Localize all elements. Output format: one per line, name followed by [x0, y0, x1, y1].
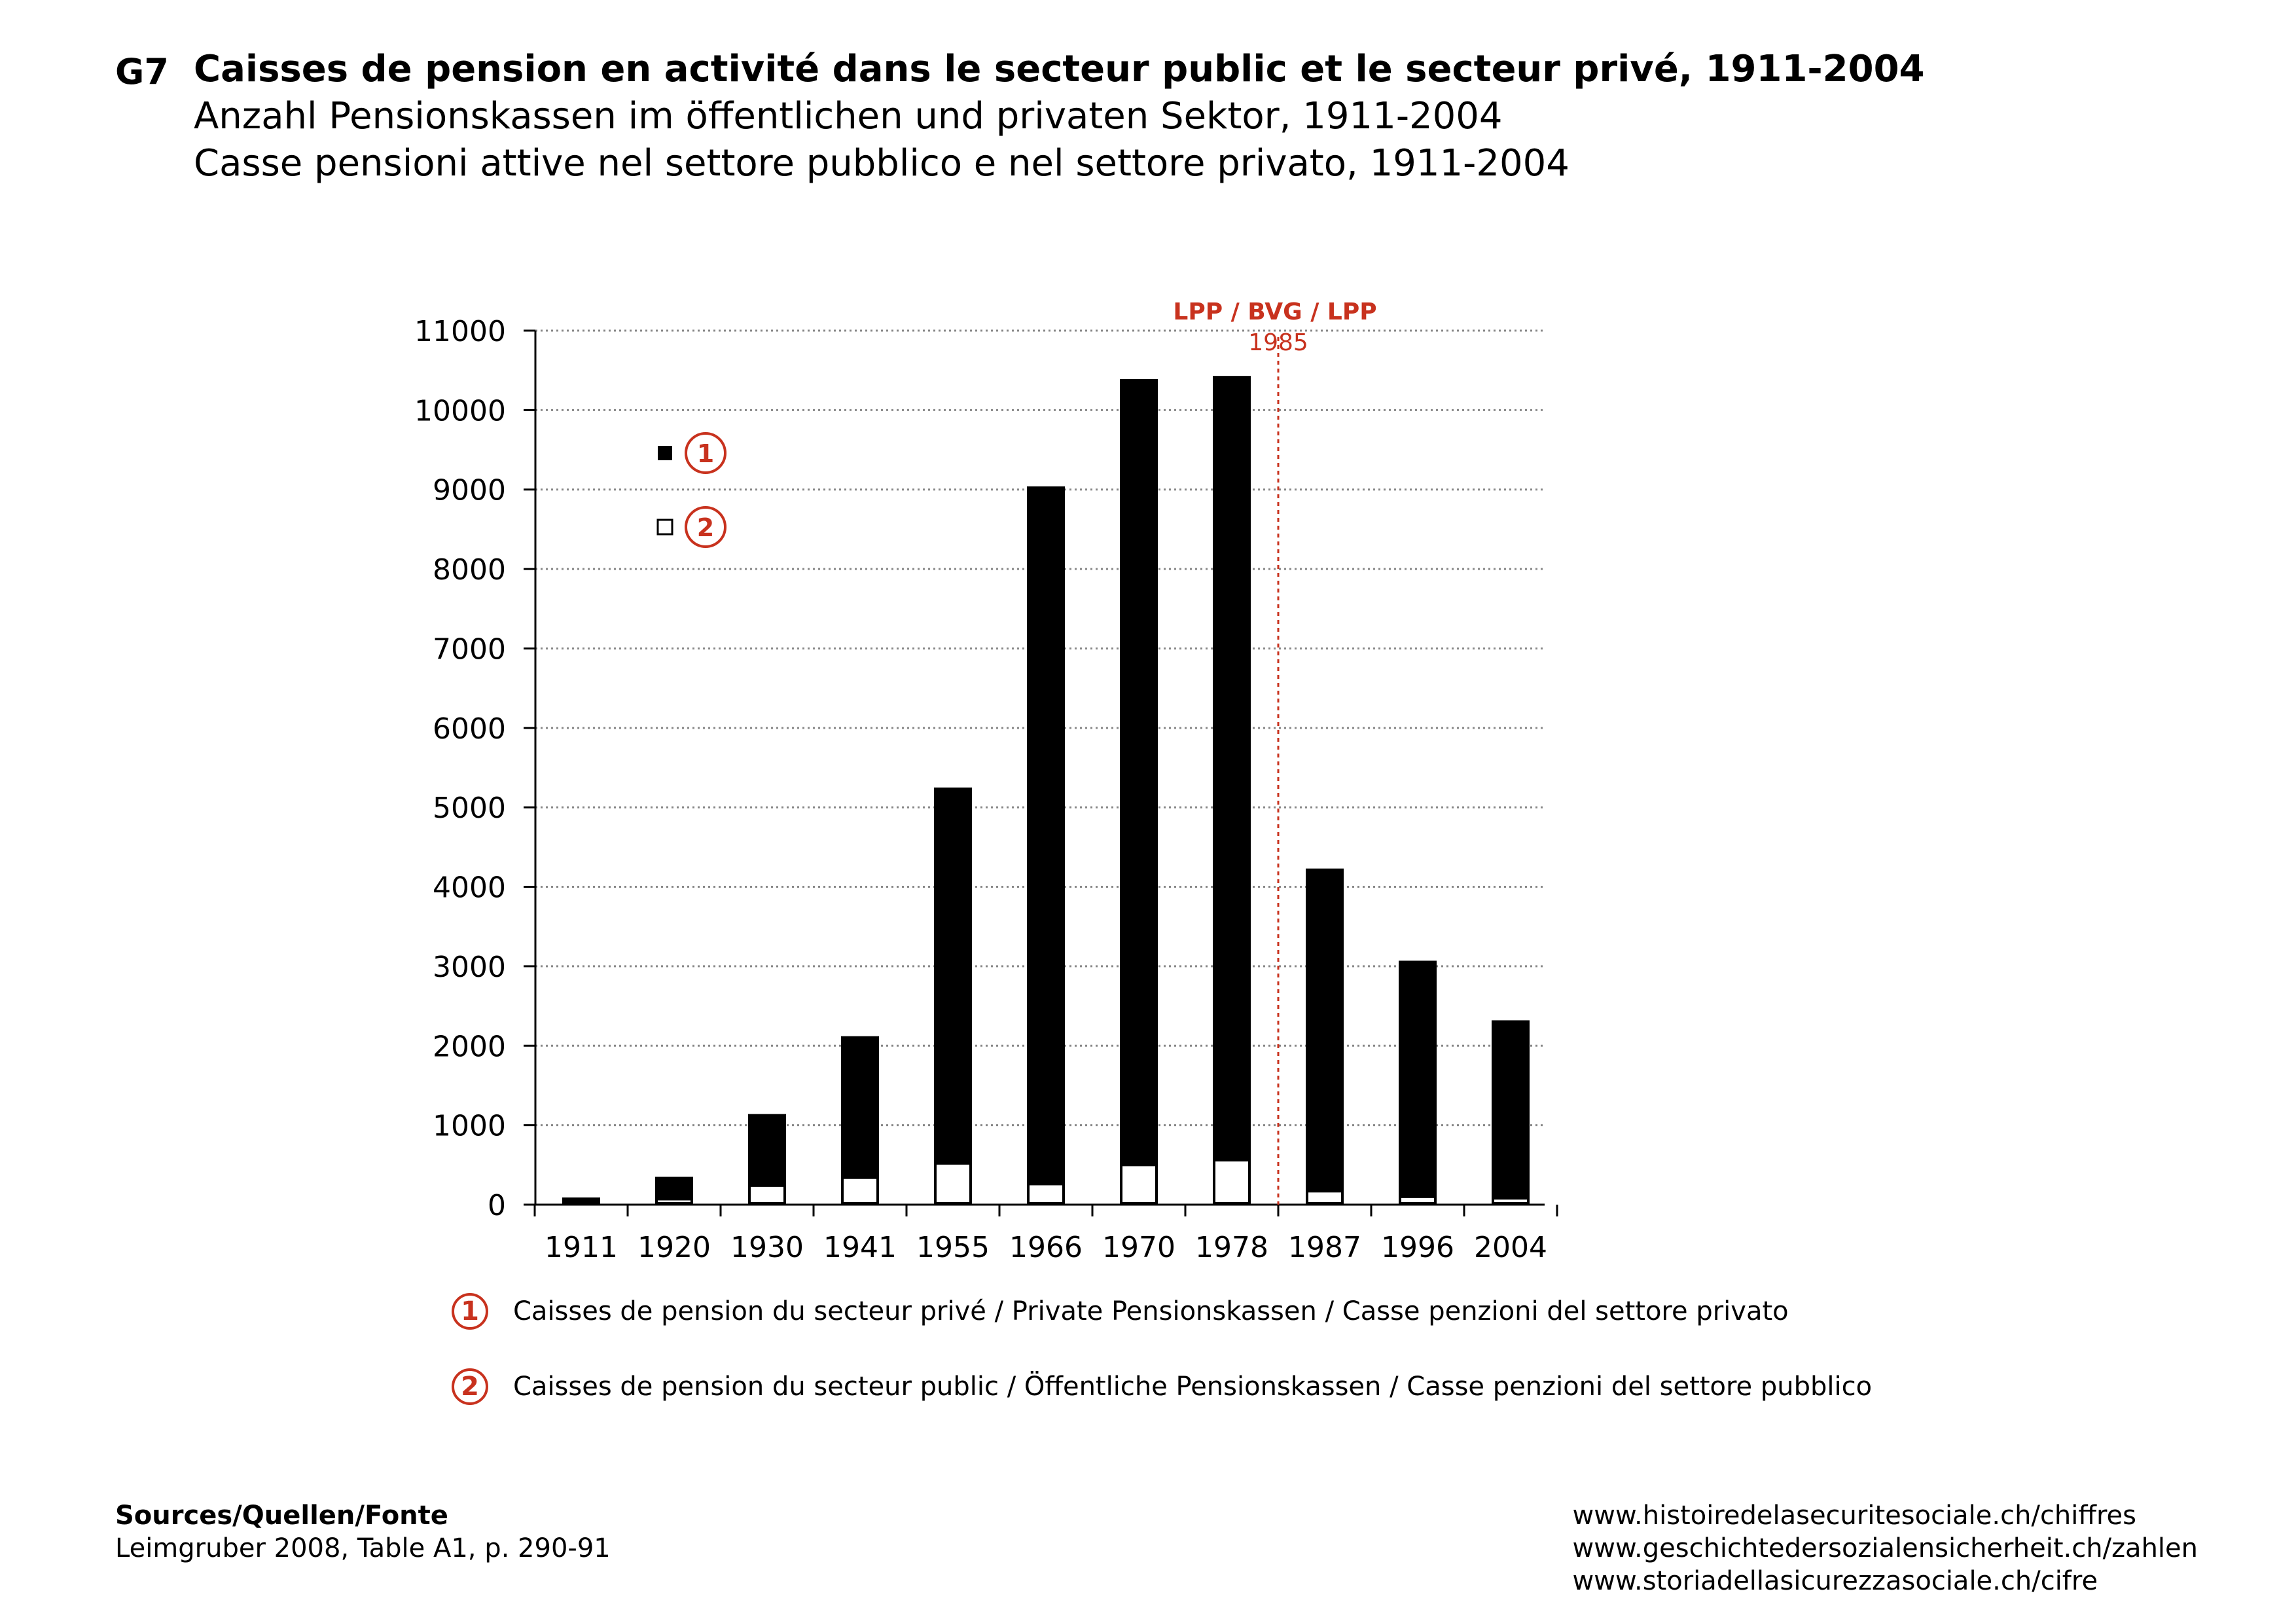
legend-badge-circle-private — [685, 432, 726, 474]
title-french: Caisses de pension en activité dans le s… — [194, 48, 1925, 90]
legend-label-public: Caisses de pension du secteur public / Ö… — [513, 1372, 1873, 1402]
sources: Sources/Quellen/Fonte Leimgruber 2008, T… — [115, 1499, 611, 1565]
y-tick-label: 1000 — [433, 1110, 506, 1143]
bar-private — [1399, 960, 1437, 1197]
y-tick-label: 10000 — [414, 394, 506, 428]
x-tick-label: 1930 — [730, 1231, 804, 1264]
bar-private — [748, 1114, 786, 1186]
x-tick-label: 1941 — [823, 1231, 897, 1264]
bar-public — [1213, 1159, 1251, 1205]
x-tick-label: 1978 — [1195, 1231, 1268, 1264]
link-german[interactable]: www.geschichtedersozialensicherheit.ch/z… — [1572, 1533, 2198, 1563]
legend-swatch-public — [656, 519, 673, 536]
y-tick-label: 11000 — [414, 315, 506, 348]
bar-public — [748, 1184, 786, 1205]
bar-private — [934, 787, 972, 1163]
bar-private — [562, 1197, 600, 1202]
y-tick-label: 9000 — [433, 474, 506, 507]
legend-item-public: 2 Caisses de pension du secteur public /… — [452, 1368, 1872, 1405]
bar-private — [655, 1176, 693, 1199]
bar-public — [1399, 1195, 1437, 1205]
bar-public — [841, 1176, 879, 1205]
bar-public — [1306, 1190, 1344, 1205]
bar-private — [1120, 379, 1158, 1165]
links: www.histoiredelasecuritesociale.ch/chiff… — [1573, 1499, 2198, 1597]
y-tick-label: 3000 — [433, 951, 506, 984]
x-tick-label: 1966 — [1009, 1231, 1083, 1264]
figure-titles: Caisses de pension en activité dans le s… — [194, 46, 2092, 187]
legend-badge-number-public: 2 — [697, 513, 714, 542]
legend-item-private: 1 Caisses de pension du secteur privé / … — [452, 1293, 1789, 1330]
bar-private — [1306, 868, 1344, 1192]
bar-public — [934, 1161, 972, 1205]
legend-label-private: Caisses de pension du secteur privé / Pr… — [513, 1296, 1789, 1326]
legend-badge-2: 2 — [452, 1368, 488, 1405]
legend-badge-circle-public — [685, 506, 726, 548]
x-tick-label: 2004 — [1474, 1231, 1547, 1264]
y-tick-label: 6000 — [433, 712, 506, 746]
link-french[interactable]: www.histoiredelasecuritesociale.ch/chiff… — [1572, 1501, 2136, 1531]
x-tick-label: 1911 — [545, 1231, 618, 1264]
bar-public — [655, 1197, 693, 1205]
bar-public — [1492, 1197, 1530, 1205]
bar-public — [1027, 1182, 1065, 1205]
y-tick-label: 7000 — [433, 632, 506, 666]
title-german: Anzahl Pensionskassen im öffentlichen un… — [194, 95, 1503, 137]
bar-public — [562, 1200, 600, 1205]
x-tick-label: 1987 — [1288, 1231, 1361, 1264]
y-tick-label: 2000 — [433, 1030, 506, 1063]
bar-private — [1027, 486, 1065, 1184]
y-tick-label: 5000 — [433, 792, 506, 825]
x-tick-label: 1955 — [916, 1231, 990, 1264]
x-tick-label: 1920 — [637, 1231, 711, 1264]
reform-year: 1985 — [1248, 329, 1308, 356]
bar-private — [1213, 376, 1251, 1161]
sources-text: Leimgruber 2008, Table A1, p. 290-91 — [115, 1533, 611, 1563]
bar-private — [1492, 1020, 1530, 1199]
bar-private — [841, 1036, 879, 1178]
legend-badge-number-private: 1 — [697, 439, 714, 468]
x-tick-label: 1996 — [1381, 1231, 1454, 1264]
legend-swatch-private — [658, 446, 672, 460]
y-tick-label: 8000 — [433, 553, 506, 587]
title-italian: Casse pensioni attive nel settore pubbli… — [194, 142, 1570, 185]
y-tick-label: 4000 — [433, 871, 506, 905]
figure-code: G7 — [115, 51, 169, 92]
x-tick-label: 1970 — [1102, 1231, 1175, 1264]
legend-badge-1: 1 — [452, 1293, 488, 1330]
reform-label: LPP / BVG / LPP — [1173, 299, 1376, 325]
link-italian[interactable]: www.storiadellasicurezzasociale.ch/cifre — [1572, 1566, 2098, 1596]
sources-title: Sources/Quellen/Fonte — [115, 1501, 448, 1531]
bar-public — [1120, 1163, 1158, 1205]
y-tick-label: 0 — [488, 1189, 506, 1222]
